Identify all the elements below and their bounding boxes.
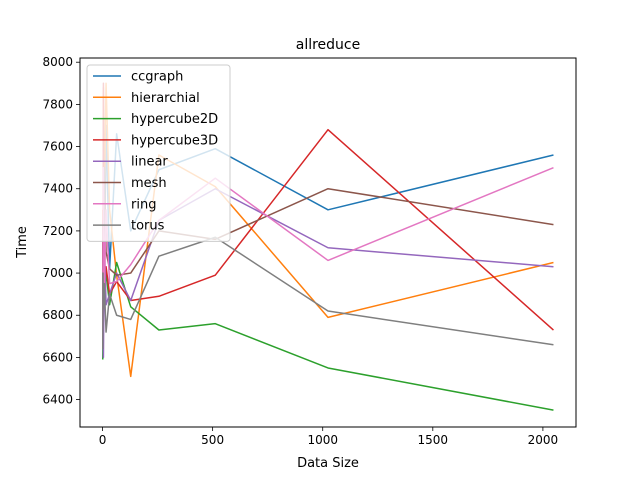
legend-label-mesh: mesh [131,176,167,191]
legend-label-hypercube3D: hypercube3D [131,133,218,148]
legend-label-linear: linear [131,155,168,170]
y-axis-label: Time [15,226,30,259]
y-axis-ticks: 6400 6600 6800 7000 7200 7400 7600 7800 8000 [42,55,80,407]
x-tick-label: 2000 [528,433,559,447]
y-tick-label: 6800 [42,308,73,322]
x-tick-label: 0 [99,433,107,447]
legend-box [86,64,231,242]
legend-label-hierarchial: hierarchial [131,91,200,106]
legend-label-ccgraph: ccgraph [131,70,183,85]
legend: ccgraph hierarchial hypercube2D hypercube3D… [86,64,231,242]
y-tick-label: 7400 [42,182,73,196]
y-tick-label: 7800 [42,97,73,111]
y-tick-label: 7200 [42,224,73,238]
x-tick-label: 1000 [307,433,338,447]
series-line-torus [102,236,554,349]
y-tick-label: 6600 [42,350,73,364]
chart-title: allreduce [296,37,361,53]
y-tick-label: 6400 [42,393,73,407]
y-tick-label: 7000 [42,266,73,280]
legend-label-ring: ring [131,197,156,212]
x-tick-label: 500 [201,433,224,447]
legend-label-torus: torus [131,219,165,234]
x-tick-label: 1500 [418,433,449,447]
plot-frame [79,57,577,428]
x-axis-ticks: 0 500 1000 1500 2000 [99,427,558,447]
x-axis-label: Data Size [297,456,359,471]
y-tick-label: 8000 [42,55,73,69]
legend-label-hypercube2D: hypercube2D [131,112,218,127]
y-tick-label: 7600 [42,140,73,154]
